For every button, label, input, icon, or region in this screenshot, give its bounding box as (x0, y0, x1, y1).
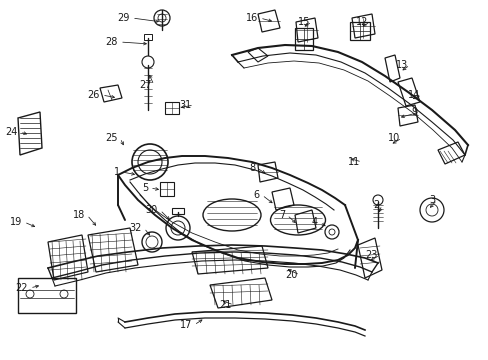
Bar (349, 22, 369, 40)
Text: 2: 2 (373, 200, 379, 210)
Bar (143, 34, 152, 40)
Text: 32: 32 (129, 223, 142, 233)
Bar (172, 208, 183, 214)
Text: 13: 13 (395, 60, 407, 70)
Text: 11: 11 (347, 157, 359, 167)
Text: 19: 19 (10, 217, 22, 227)
Text: 17: 17 (179, 320, 192, 330)
Text: 28: 28 (105, 37, 118, 47)
Text: 8: 8 (248, 163, 254, 173)
Text: 22: 22 (16, 283, 28, 293)
Bar (160, 182, 174, 196)
Text: 12: 12 (355, 17, 367, 27)
Text: 1: 1 (114, 167, 120, 177)
Text: 23: 23 (365, 250, 377, 260)
Text: 18: 18 (73, 210, 85, 220)
Text: 29: 29 (118, 13, 130, 23)
Text: 14: 14 (407, 90, 419, 100)
Text: 6: 6 (253, 190, 260, 200)
Text: 25: 25 (105, 133, 118, 143)
Text: 21: 21 (219, 300, 231, 310)
Text: 26: 26 (87, 90, 100, 100)
Text: 5: 5 (142, 183, 148, 193)
Text: 30: 30 (145, 205, 158, 215)
Text: 24: 24 (6, 127, 18, 137)
Text: 16: 16 (245, 13, 258, 23)
Text: 31: 31 (180, 100, 192, 110)
Text: 20: 20 (285, 270, 297, 280)
Text: 4: 4 (311, 217, 317, 227)
Text: 3: 3 (428, 195, 434, 205)
Text: 7: 7 (278, 210, 285, 220)
Text: 27: 27 (139, 80, 152, 90)
Text: 15: 15 (297, 17, 309, 27)
Bar (164, 102, 179, 114)
Bar (294, 28, 312, 50)
Text: 9: 9 (411, 107, 417, 117)
Bar (18, 278, 76, 313)
Text: 10: 10 (387, 133, 399, 143)
